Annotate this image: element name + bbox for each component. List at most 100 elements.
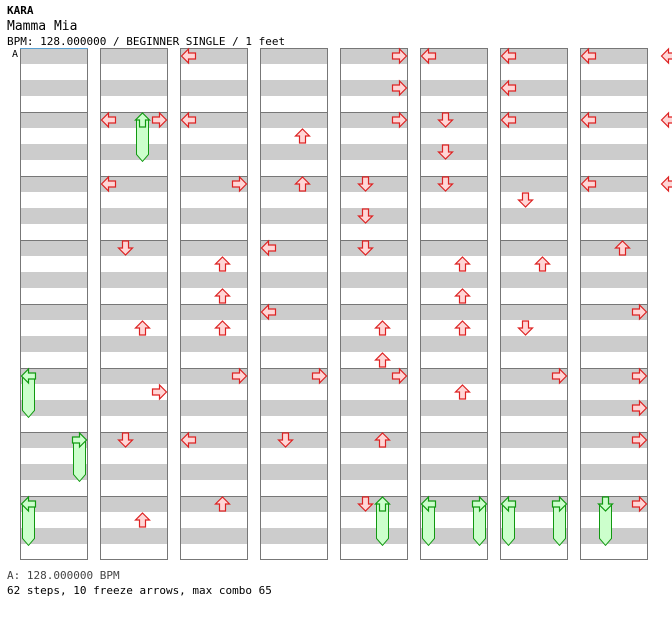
beat-stripe — [580, 112, 648, 128]
beat-stripe — [580, 528, 648, 544]
beat-stripe — [260, 144, 328, 160]
beat-stripe — [260, 464, 328, 480]
beat-stripe — [580, 272, 648, 288]
chart-column-7 — [500, 48, 568, 560]
beat-stripe — [340, 464, 408, 480]
beat-stripe — [100, 432, 168, 448]
freeze-arrow-head — [597, 496, 614, 512]
beat-stripe — [100, 176, 168, 192]
beat-stripe — [260, 400, 328, 416]
beat-stripe — [20, 112, 88, 128]
beat-stripe — [180, 48, 248, 64]
beat-stripe — [340, 368, 408, 384]
song-title: Mamma Mia — [7, 19, 78, 34]
beat-stripe — [340, 176, 408, 192]
step-arrow-down — [357, 208, 374, 224]
beat-stripe — [340, 304, 408, 320]
beat-stripe — [580, 208, 648, 224]
beat-stripe — [180, 496, 248, 512]
beat-stripe — [180, 112, 248, 128]
step-arrow-left — [580, 111, 597, 129]
freeze-arrow-head — [20, 495, 37, 513]
beat-stripe — [500, 496, 568, 512]
freeze-arrow-head — [20, 367, 37, 385]
beat-stripe — [580, 80, 648, 96]
step-arrow-up — [374, 432, 391, 448]
step-arrow-left — [420, 47, 437, 65]
beat-stripe — [100, 272, 168, 288]
beat-stripe — [260, 336, 328, 352]
step-arrow-left — [100, 175, 117, 193]
beat-stripe — [20, 336, 88, 352]
step-arrow-right — [311, 367, 328, 385]
beat-stripe — [180, 432, 248, 448]
step-arrow-right — [631, 495, 648, 513]
chart-column-4 — [260, 48, 328, 560]
beat-stripe — [180, 528, 248, 544]
beat-stripe — [20, 144, 88, 160]
step-arrow-up — [214, 256, 231, 272]
beat-stripe — [580, 368, 648, 384]
step-arrow-down — [357, 240, 374, 256]
beat-stripe — [20, 400, 88, 416]
step-arrow-up — [214, 320, 231, 336]
beat-stripe — [340, 48, 408, 64]
step-arrow-down — [437, 176, 454, 192]
beat-stripe — [500, 304, 568, 320]
beat-stripe — [500, 400, 568, 416]
beat-stripe — [580, 240, 648, 256]
artist-name: KARA — [7, 4, 34, 17]
step-arrow-right — [631, 303, 648, 321]
step-arrow-up — [454, 320, 471, 336]
beat-stripe — [260, 48, 328, 64]
beat-stripe — [580, 176, 648, 192]
beat-stripe — [420, 496, 488, 512]
beat-stripe — [100, 80, 168, 96]
beat-stripe — [260, 208, 328, 224]
beat-stripe — [100, 368, 168, 384]
beat-stripe — [500, 112, 568, 128]
chart-column-2 — [100, 48, 168, 560]
freeze-arrow-head — [551, 495, 568, 513]
step-arrow-left — [660, 47, 672, 65]
beat-stripe — [420, 336, 488, 352]
beat-stripe — [20, 304, 88, 320]
beat-stripe — [20, 240, 88, 256]
beat-stripe — [580, 48, 648, 64]
beat-stripe — [260, 496, 328, 512]
step-arrow-left — [580, 47, 597, 65]
step-arrow-left — [660, 175, 672, 193]
beat-stripe — [100, 48, 168, 64]
freeze-arrow-head — [71, 431, 88, 449]
step-arrow-up — [294, 128, 311, 144]
step-arrow-up — [294, 176, 311, 192]
beat-stripe — [340, 528, 408, 544]
beat-stripe — [100, 112, 168, 128]
beat-stripe — [580, 432, 648, 448]
beat-stripe — [180, 272, 248, 288]
step-arrow-right — [231, 175, 248, 193]
freeze-arrow-head — [374, 496, 391, 512]
step-arrow-left — [180, 111, 197, 129]
chart-column-3 — [180, 48, 248, 560]
beat-stripe — [260, 240, 328, 256]
step-arrow-right — [631, 367, 648, 385]
beat-stripe — [420, 432, 488, 448]
beat-stripe — [500, 272, 568, 288]
beat-stripe — [500, 336, 568, 352]
step-arrow-down — [357, 496, 374, 512]
beat-stripe — [340, 496, 408, 512]
step-arrow-up — [454, 384, 471, 400]
beat-stripe — [20, 176, 88, 192]
step-arrow-up — [374, 352, 391, 368]
beat-stripe — [500, 208, 568, 224]
beat-stripe — [180, 304, 248, 320]
beat-stripe — [260, 368, 328, 384]
beat-stripe — [260, 176, 328, 192]
step-arrow-down — [117, 432, 134, 448]
step-arrow-right — [151, 111, 168, 129]
beat-stripe — [260, 112, 328, 128]
step-arrow-up — [454, 288, 471, 304]
freeze-arrow-head — [134, 112, 151, 128]
step-arrow-up — [134, 512, 151, 528]
